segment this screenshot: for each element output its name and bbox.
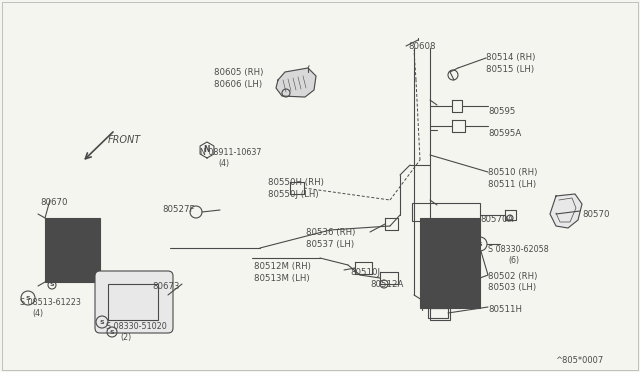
Text: 80515 (LH): 80515 (LH) — [486, 65, 534, 74]
Text: 80510 (RH): 80510 (RH) — [488, 168, 538, 177]
Text: S: S — [109, 330, 115, 334]
Text: 80673: 80673 — [152, 282, 179, 291]
Text: N 08911-10637: N 08911-10637 — [200, 148, 262, 157]
Text: S: S — [50, 282, 54, 288]
Bar — [52, 226, 88, 274]
Text: 80537 (LH): 80537 (LH) — [306, 240, 354, 249]
Text: (6): (6) — [508, 256, 519, 265]
Polygon shape — [276, 68, 316, 97]
Text: 80570A: 80570A — [480, 215, 513, 224]
Text: 80511H: 80511H — [488, 305, 522, 314]
Text: 80550H (RH): 80550H (RH) — [268, 178, 324, 187]
Text: (4): (4) — [32, 309, 43, 318]
Text: N: N — [204, 145, 211, 154]
Bar — [420, 218, 480, 308]
Text: S 08330-62058: S 08330-62058 — [488, 245, 548, 254]
Text: 80605 (RH): 80605 (RH) — [214, 68, 264, 77]
Text: 80595: 80595 — [488, 107, 515, 116]
Text: 80503 (LH): 80503 (LH) — [488, 283, 536, 292]
Bar — [108, 284, 158, 320]
Text: 80606 (LH): 80606 (LH) — [214, 80, 262, 89]
Text: 80512M (RH): 80512M (RH) — [254, 262, 311, 271]
Text: S: S — [26, 295, 30, 301]
Polygon shape — [550, 194, 582, 228]
Text: 80514 (RH): 80514 (RH) — [486, 53, 536, 62]
Text: 80513M (LH): 80513M (LH) — [254, 274, 310, 283]
Text: ^805*0007: ^805*0007 — [555, 356, 604, 365]
Text: 80670: 80670 — [40, 198, 67, 207]
Text: 80595A: 80595A — [488, 129, 521, 138]
Text: S 08330-51020: S 08330-51020 — [106, 322, 167, 331]
Text: S: S — [477, 241, 483, 247]
Text: 80536 (RH): 80536 (RH) — [306, 228, 355, 237]
Bar — [45, 218, 100, 282]
Text: 80527F: 80527F — [162, 205, 195, 214]
Text: S 08513-61223: S 08513-61223 — [20, 298, 81, 307]
Text: 80511 (LH): 80511 (LH) — [488, 180, 536, 189]
Text: 80510J: 80510J — [350, 268, 380, 277]
Text: 80570: 80570 — [582, 210, 609, 219]
Text: 80608: 80608 — [408, 42, 435, 51]
Bar — [412, 203, 480, 221]
Text: 80550J (LH): 80550J (LH) — [268, 190, 319, 199]
Text: (2): (2) — [120, 333, 131, 342]
Text: 80502 (RH): 80502 (RH) — [488, 272, 538, 281]
Text: 80512A: 80512A — [370, 280, 403, 289]
Bar — [430, 308, 450, 320]
Text: (4): (4) — [218, 159, 229, 168]
FancyBboxPatch shape — [95, 271, 173, 333]
Text: FRONT: FRONT — [108, 135, 141, 145]
Text: S: S — [100, 320, 104, 324]
